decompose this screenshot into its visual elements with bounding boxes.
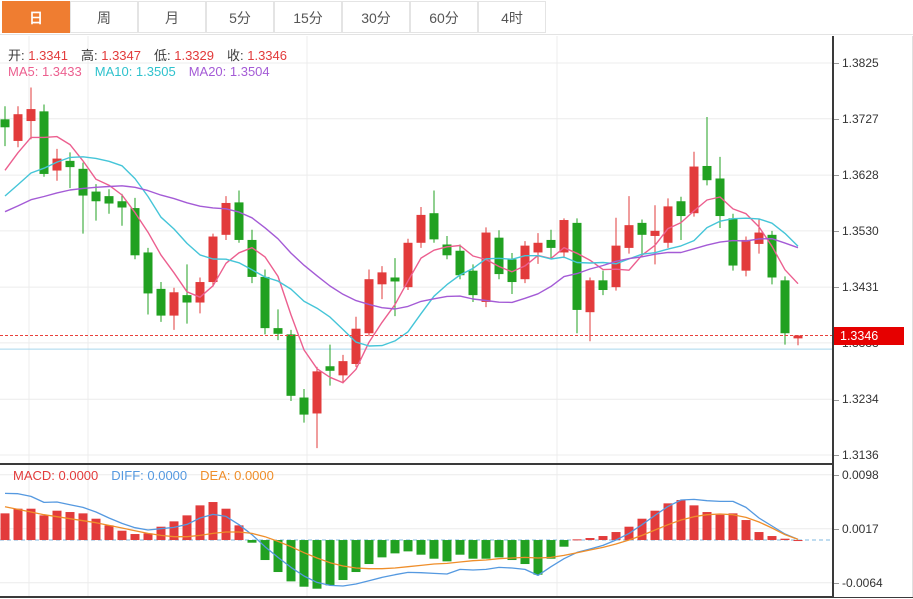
legend-item: MA20: 1.3504 (188, 64, 270, 79)
tab-30min[interactable]: 30分 (342, 1, 410, 33)
axis-tick-label: 0.0017 (834, 522, 879, 537)
tab-15min[interactable]: 15分 (274, 1, 342, 33)
axis-tick-label: 1.3628 (834, 168, 879, 183)
ma-legend: MA5: 1.3433 MA10: 1.3505 MA20: 1.3504 (8, 64, 283, 79)
axis-tick-label: 1.3136 (834, 448, 879, 463)
last-price-badge: 1.3346 (834, 326, 904, 345)
chart-bottom-border (0, 596, 913, 598)
legend-item: 收: 1.3346 (227, 48, 287, 63)
price-chart-canvas[interactable] (0, 36, 833, 464)
axis-separator-line (832, 36, 834, 597)
axis-tick-label: -0.0064 (834, 576, 883, 591)
legend-item: DEA: 0.0000 (200, 468, 274, 483)
legend-item: 开: 1.3341 (8, 48, 68, 63)
legend-item: DIFF: 0.0000 (111, 468, 188, 483)
legend-item: MACD: 0.0000 (13, 468, 99, 483)
tab-day[interactable]: 日 (2, 1, 70, 33)
axis-tick-label: 1.3530 (834, 224, 879, 239)
axis-tick-label: 1.3727 (834, 112, 879, 127)
axis-tick-label: 1.3825 (834, 56, 879, 71)
axis-tick-label: 1.3234 (834, 392, 879, 407)
legend-item: 高: 1.3347 (81, 48, 141, 63)
period-tab-bar: 日周月 5分 15分 30分 60分 4时 (0, 0, 913, 35)
legend-item: 低: 1.3329 (154, 48, 214, 63)
tab-4hour[interactable]: 4时 (478, 1, 546, 33)
macd-chart-canvas[interactable] (0, 465, 833, 596)
axis-tick-label: 1.3431 (834, 280, 879, 295)
tab-5min[interactable]: 5分 (206, 1, 274, 33)
axis-tick-label: 0.0098 (834, 468, 879, 483)
macd-legend: MACD: 0.0000 DIFF: 0.0000 DEA: 0.0000 (13, 468, 287, 483)
macd-panel-top-border (0, 463, 913, 465)
legend-item: MA10: 1.3505 (94, 64, 176, 79)
tab-60min[interactable]: 60分 (410, 1, 478, 33)
tab-week[interactable]: 周 (70, 1, 138, 33)
ohlc-legend: 开: 1.3341 高: 1.3347 低: 1.3329 收: 1.3346 (8, 45, 300, 64)
price-axis: 1.3346 1.3825 1.3727 1.3628 1.3530 1.3431 1.3… (834, 36, 913, 597)
tab-month[interactable]: 月 (138, 1, 206, 33)
legend-item: MA5: 1.3433 (8, 64, 82, 79)
